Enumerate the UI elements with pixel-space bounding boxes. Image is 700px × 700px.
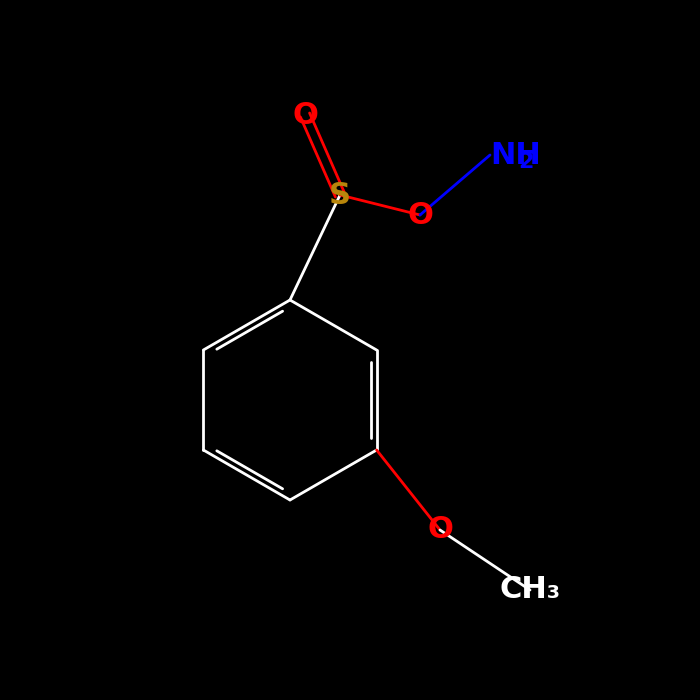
- Text: O: O: [427, 515, 453, 545]
- Text: 2: 2: [518, 152, 533, 172]
- Text: NH: NH: [490, 141, 540, 169]
- Text: O: O: [292, 101, 318, 130]
- Text: CH₃: CH₃: [499, 575, 561, 605]
- Text: S: S: [329, 181, 351, 209]
- Text: O: O: [407, 200, 433, 230]
